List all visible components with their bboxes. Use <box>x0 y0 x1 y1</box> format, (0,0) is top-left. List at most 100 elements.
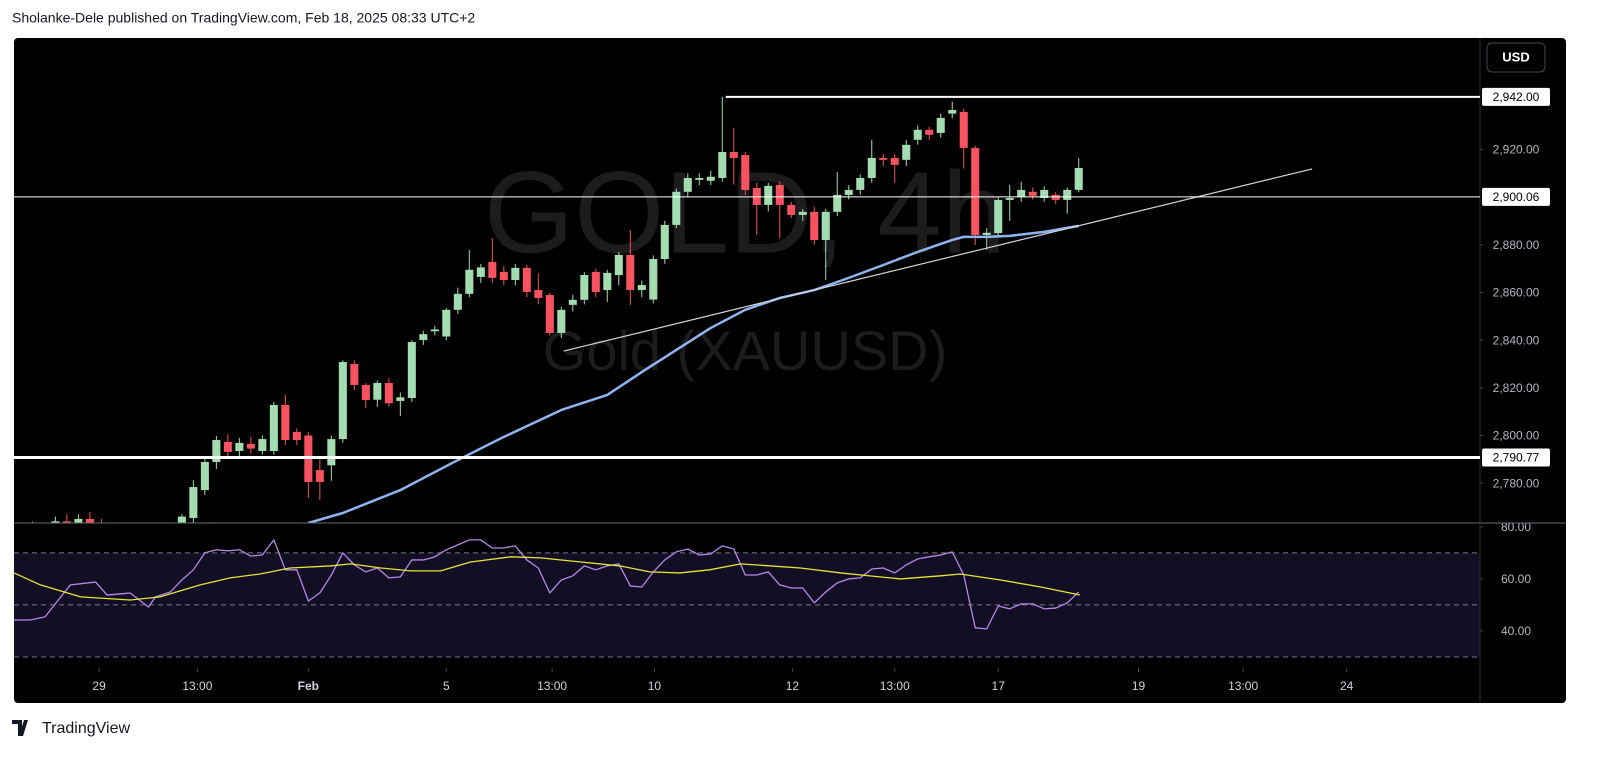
candle-body <box>488 261 497 278</box>
candle-body <box>867 157 876 178</box>
candle-body <box>396 397 405 401</box>
candle-body <box>913 129 922 140</box>
candle-body <box>74 518 83 523</box>
candle-body <box>235 442 244 451</box>
rsi-line <box>14 539 1080 630</box>
y-tick-label: 2,820.00 <box>1493 381 1540 395</box>
y-tick-label: 2,840.00 <box>1493 333 1540 347</box>
currency-button[interactable] <box>1486 42 1546 73</box>
candle-body <box>200 461 209 491</box>
candle-body <box>258 439 267 451</box>
candle-body <box>1074 167 1083 190</box>
candle-body <box>706 176 715 181</box>
x-tick-label: 29 <box>92 679 106 693</box>
level-tag <box>1482 187 1550 206</box>
candle-body <box>189 486 198 518</box>
candle-body <box>982 232 991 235</box>
candle-body <box>821 211 830 240</box>
candle-body <box>557 309 566 333</box>
candle-body <box>637 285 646 291</box>
brand-logo <box>12 720 28 736</box>
candle-body <box>350 363 359 385</box>
candle-body <box>649 259 658 300</box>
candle-body <box>683 177 692 192</box>
candle-body <box>419 334 428 341</box>
candle-body <box>1051 194 1060 200</box>
level-label: 2,900.06 <box>1493 190 1540 204</box>
candle-body <box>718 151 727 178</box>
candle-body <box>1040 189 1049 198</box>
candle-body <box>373 383 382 400</box>
candle-body <box>407 342 416 399</box>
y-tick-label: 2,800.00 <box>1493 429 1540 443</box>
candle-body <box>177 516 186 523</box>
x-tick-label: 19 <box>1132 679 1146 693</box>
y-tick-label: 2,860.00 <box>1493 286 1540 300</box>
level-label: 2,790.77 <box>1493 451 1540 465</box>
candle-body <box>212 440 221 462</box>
candle-body <box>741 155 750 190</box>
currency-label: USD <box>1502 49 1529 64</box>
candle-body <box>959 111 968 148</box>
candle-body <box>246 443 255 449</box>
candle-body <box>442 309 451 337</box>
candle-body <box>936 117 945 133</box>
axes: 2,780.00 2,800.00 2,820.00 2,840.00 2,860.00… <box>92 143 1539 694</box>
candle-body <box>499 271 508 281</box>
candle-body <box>476 267 485 277</box>
candle-body <box>1017 189 1026 198</box>
brand: TradingView <box>42 720 130 737</box>
candle-body <box>315 470 324 482</box>
candle-body <box>833 194 842 212</box>
candle-body <box>580 275 589 300</box>
candle-body <box>85 518 94 523</box>
candle-body <box>568 299 577 305</box>
candle-body <box>856 177 865 190</box>
candle-body <box>810 211 819 240</box>
candle-body <box>1063 189 1072 200</box>
x-tick-label: 10 <box>648 679 662 693</box>
candle-body <box>902 144 911 160</box>
level-tag <box>1482 448 1550 467</box>
header: Sholanke-Dele published on TradingView.c… <box>12 10 475 26</box>
candle-body <box>430 329 439 332</box>
x-tick-label: 13:00 <box>1228 679 1258 693</box>
candle-body <box>361 384 370 400</box>
candle-body <box>844 189 853 195</box>
candle-body <box>545 295 554 333</box>
candle-body <box>62 521 71 523</box>
candle-body <box>971 147 980 235</box>
rsi-line <box>14 556 1081 601</box>
y-tick-label: 40.00 <box>1501 624 1531 638</box>
candle-body <box>890 157 899 165</box>
candle-body <box>281 404 290 441</box>
x-tick-label: Feb <box>298 679 319 693</box>
candle-body <box>925 129 934 135</box>
candle-body <box>626 254 635 291</box>
candle-body <box>292 431 301 441</box>
y-tick-label: 60.00 <box>1501 572 1531 586</box>
candle-body <box>534 290 543 298</box>
candle-body <box>51 521 60 523</box>
candle-body <box>384 383 393 404</box>
candle-body <box>787 204 796 215</box>
y-tick-label: 2,920.00 <box>1493 143 1540 157</box>
x-tick-label: 13:00 <box>537 679 567 693</box>
candle-body <box>269 404 278 451</box>
x-tick-label: 24 <box>1340 679 1354 693</box>
candle-body <box>603 272 612 291</box>
trendline <box>563 168 1313 352</box>
candle-body <box>223 441 232 452</box>
candle-body <box>453 293 462 310</box>
candle-body <box>338 362 347 440</box>
y-tick-label: 2,880.00 <box>1493 238 1540 252</box>
candle-body <box>764 185 773 205</box>
y-tick-label: 2,780.00 <box>1493 476 1540 490</box>
candle-body <box>1028 191 1037 196</box>
candle-body <box>775 184 784 205</box>
candle-body <box>511 267 520 281</box>
candle-body <box>879 157 888 160</box>
x-tick-label: 13:00 <box>880 679 910 693</box>
candle-body <box>660 224 669 260</box>
